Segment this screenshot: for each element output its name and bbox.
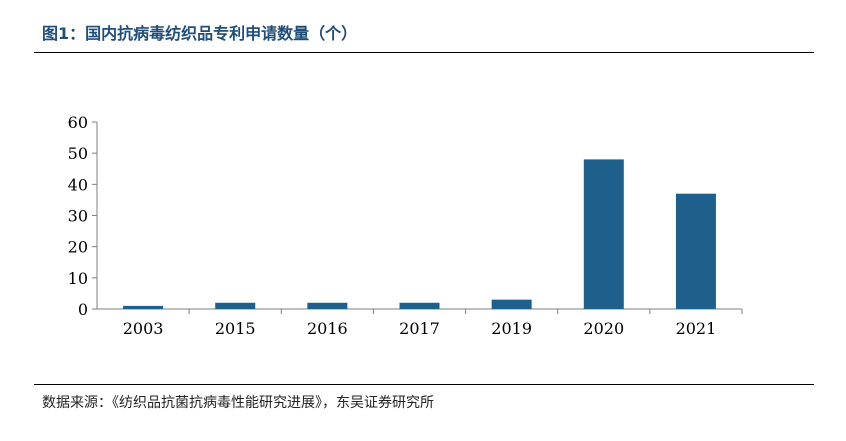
y-tick-label: 20	[68, 238, 88, 257]
x-tick-label: 2017	[399, 319, 440, 338]
x-tick-label: 2003	[123, 319, 164, 338]
chart-labels: 0 10 20 30 40 50 60 2003 2015 2016 2017 2019 2020 202…	[68, 113, 717, 338]
bar-2020	[583, 159, 624, 309]
bar-2015	[215, 302, 256, 309]
x-tick-label: 2016	[307, 319, 348, 338]
source-note: 数据来源：《纺织品抗菌抗病毒性能研究进展》，东吴证券研究所	[42, 395, 434, 411]
chart-bars	[123, 159, 716, 309]
x-tick-label: 2019	[491, 319, 532, 338]
y-tick-label: 60	[68, 113, 88, 132]
bar-2016	[307, 302, 348, 309]
bar-2021	[675, 193, 716, 309]
bar-2003	[123, 305, 164, 309]
x-tick-label: 2021	[676, 319, 717, 338]
bottom-rule	[34, 384, 814, 385]
y-tick-label: 50	[68, 144, 88, 163]
chart-axes	[92, 121, 743, 314]
x-tick-label: 2015	[215, 319, 256, 338]
bar-2019	[491, 299, 532, 309]
x-tick-label: 2020	[583, 319, 624, 338]
y-tick-label: 30	[68, 207, 88, 226]
bar-chart: 0 10 20 30 40 50 60 2003 2015 2016 2017 2019 2020 202…	[68, 113, 743, 338]
top-rule	[34, 52, 814, 53]
y-tick-label: 0	[78, 300, 88, 319]
y-tick-label: 10	[68, 269, 88, 288]
bar-2017	[399, 302, 440, 309]
figure-title: 图1：国内抗病毒纺织品专利申请数量（个）	[42, 24, 358, 43]
y-tick-label: 40	[68, 175, 88, 194]
